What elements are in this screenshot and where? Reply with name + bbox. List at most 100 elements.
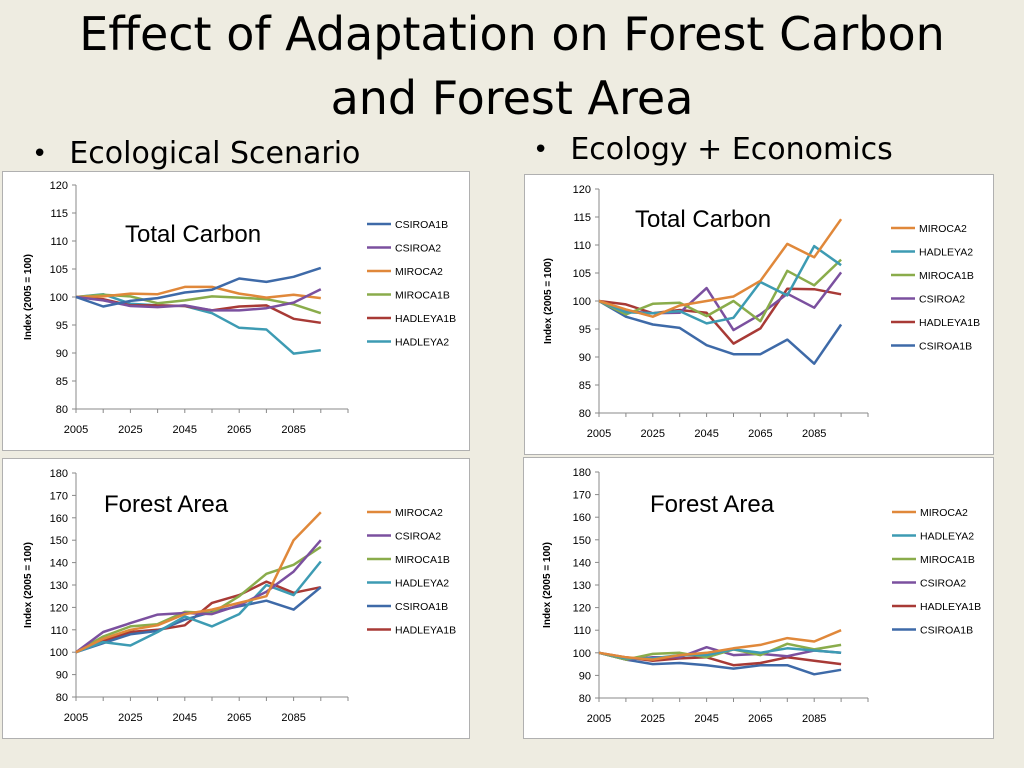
series-line-miroca2 [598, 218, 843, 318]
y-tick-label: 100 [50, 292, 68, 304]
chart-economics-total-carbon: 80 85 90 95 100 105 110 115 120 2005 2025 2045 2065 2… [524, 174, 994, 455]
chart-svg: 80 90 100 110 120 130 140 150 160 170 180 2005 2025 2… [542, 467, 981, 725]
bullet-ecology-economics: • Ecology + Economics [533, 132, 893, 167]
y-axis-label: Index (2005 = 100) [23, 254, 34, 340]
legend-label: HADLEYA1B [395, 625, 456, 637]
y-tick-label: 120 [573, 603, 591, 615]
legend-label: HADLEYA1B [919, 317, 980, 329]
legend-label: CSIROA1B [395, 219, 448, 231]
y-tick-label: 80 [56, 404, 68, 416]
y-tick-label: 80 [56, 692, 68, 704]
legend-label: CSIROA2 [395, 531, 441, 543]
legend-label: MIROCA2 [919, 223, 967, 235]
legend-label: CSIROA1B [920, 625, 973, 637]
slide-title-line-1: Effect of Adaptation on Forest Carbon [79, 7, 945, 61]
x-tick-label: 2065 [748, 428, 772, 440]
slide-title-line-2: and Forest Area [330, 71, 694, 125]
slide-title: Effect of Adaptation on Forest Carbon an… [0, 2, 1024, 130]
legend-label: CSIROA1B [395, 601, 448, 613]
y-axis-label: Index (2005 = 100) [542, 542, 553, 628]
series-line-hadleya1b [598, 287, 842, 345]
bullet-dot: • [32, 138, 48, 169]
legend-label: MIROCA1B [920, 554, 975, 566]
chart-svg: 80 90 100 110 120 130 140 150 160 170 180 2005 2025 2… [23, 468, 456, 724]
series-line-miroca2 [75, 285, 321, 300]
y-tick-label: 120 [573, 184, 591, 196]
chart-title: Total Carbon [635, 206, 771, 233]
bullet-text: Ecology + Economics [570, 132, 893, 167]
legend-label: CSIROA2 [919, 294, 965, 306]
legend-label: HADLEYA2 [395, 337, 449, 349]
y-tick-label: 170 [573, 490, 591, 502]
y-tick-label: 100 [573, 296, 591, 308]
y-tick-label: 140 [573, 557, 591, 569]
y-tick-label: 115 [573, 212, 591, 224]
x-tick-label: 2025 [641, 428, 665, 440]
legend-label: CSIROA2 [920, 578, 966, 590]
chart-title: Forest Area [650, 491, 775, 518]
x-tick-label: 2065 [748, 713, 772, 725]
y-tick-label: 110 [573, 240, 591, 252]
x-tick-label: 2025 [118, 424, 142, 436]
chart-title: Forest Area [104, 491, 229, 518]
series-line-csiroa1b [598, 651, 842, 676]
x-tick-label: 2045 [173, 712, 197, 724]
series-line-miroca2 [75, 511, 322, 654]
x-tick-label: 2005 [64, 424, 88, 436]
y-tick-label: 180 [573, 467, 591, 479]
series-line-miroca1b [598, 258, 842, 323]
y-tick-label: 90 [56, 670, 68, 682]
legend-label: HADLEYA2 [920, 531, 974, 543]
y-axis-label: Index (2005 = 100) [23, 542, 34, 628]
x-tick-label: 2005 [587, 713, 611, 725]
y-tick-label: 100 [50, 647, 68, 659]
y-tick-label: 95 [56, 320, 68, 332]
chart-economics-forest-area: 80 90 100 110 120 130 140 150 160 170 180 2005 2025 2… [523, 457, 994, 739]
legend-label: MIROCA2 [395, 266, 443, 278]
series-line-csiroa2 [75, 288, 322, 312]
y-tick-label: 180 [50, 468, 68, 480]
chart-title: Total Carbon [125, 221, 261, 248]
y-tick-label: 130 [573, 580, 591, 592]
x-tick-label: 2045 [694, 713, 718, 725]
series-line-hadleya2 [75, 292, 321, 355]
bullet-dot: • [533, 134, 549, 165]
x-tick-label: 2025 [118, 712, 142, 724]
x-tick-label: 2065 [227, 424, 251, 436]
y-tick-label: 160 [573, 512, 591, 524]
y-tick-label: 120 [50, 602, 68, 614]
y-tick-label: 130 [50, 580, 68, 592]
y-tick-label: 100 [573, 648, 591, 660]
x-tick-label: 2045 [694, 428, 718, 440]
x-tick-label: 2005 [587, 428, 611, 440]
y-tick-label: 110 [50, 236, 68, 248]
y-tick-label: 90 [56, 348, 68, 360]
series-line-miroca2 [598, 629, 842, 661]
y-tick-label: 160 [50, 513, 68, 525]
y-tick-label: 150 [50, 535, 68, 547]
legend-label: MIROCA1B [919, 270, 974, 282]
x-tick-label: 2085 [281, 712, 305, 724]
chart-ecological-forest-area: 80 90 100 110 120 130 140 150 160 170 180 2005 2025 2… [2, 458, 470, 739]
y-tick-label: 110 [50, 625, 68, 637]
legend-label: HADLEYA1B [395, 313, 456, 325]
bullet-ecological-scenario: • Ecological Scenario [32, 136, 360, 171]
chart-svg: 80 85 90 95 100 105 110 115 120 2005 2025 2045 2065 2… [543, 184, 980, 440]
legend-label: MIROCA1B [395, 554, 450, 566]
series-line-csiroa1b [75, 586, 322, 654]
y-tick-label: 90 [579, 352, 591, 364]
series-line-csiroa2 [75, 539, 322, 654]
x-tick-label: 2005 [64, 712, 88, 724]
y-tick-label: 105 [573, 268, 591, 280]
x-tick-label: 2085 [281, 424, 305, 436]
y-tick-label: 115 [50, 208, 68, 220]
y-tick-label: 110 [573, 625, 591, 637]
y-tick-label: 85 [56, 376, 68, 388]
x-tick-label: 2085 [802, 713, 826, 725]
y-tick-label: 140 [50, 558, 68, 570]
series-line-csiroa1b [598, 299, 843, 365]
y-tick-label: 85 [579, 380, 591, 392]
legend-label: CSIROA2 [395, 243, 441, 255]
bullet-text: Ecological Scenario [69, 136, 361, 171]
series-line-hadleya2 [75, 560, 322, 654]
